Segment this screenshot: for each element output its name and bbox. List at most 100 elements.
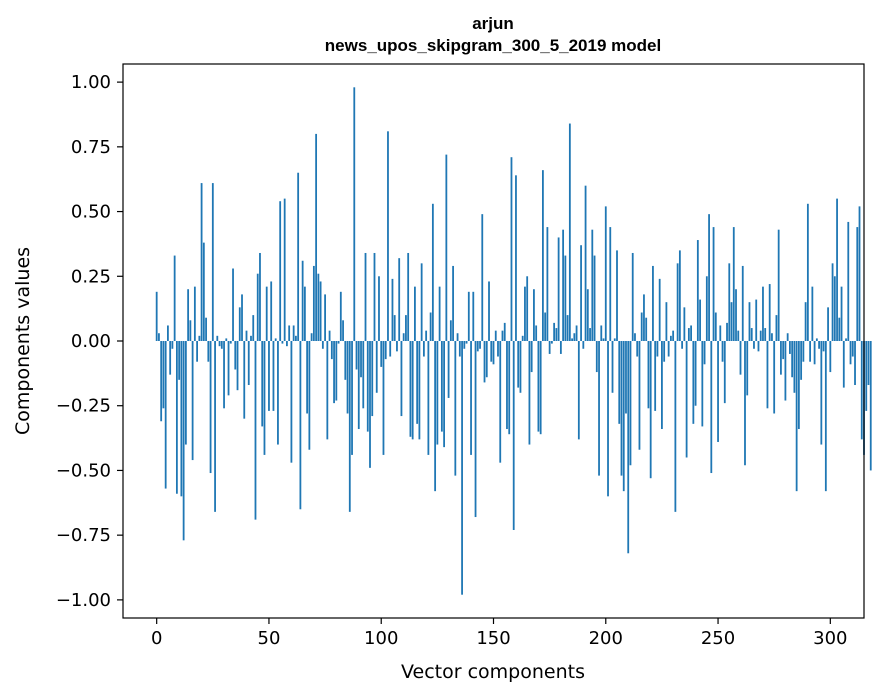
bar: [537, 341, 540, 432]
bar: [198, 335, 201, 341]
bar: [528, 341, 531, 445]
bar: [333, 341, 335, 404]
bar: [236, 341, 239, 391]
bar: [757, 341, 760, 352]
bar: [398, 258, 401, 341]
bar: [281, 341, 284, 344]
bar: [629, 341, 632, 466]
bar: [167, 325, 169, 341]
bar: [854, 341, 856, 386]
bar: [640, 312, 643, 341]
bar: [382, 341, 385, 455]
bar: [634, 333, 636, 341]
bar: [434, 341, 437, 492]
bar: [744, 341, 746, 466]
bar: [238, 307, 241, 341]
bar: [184, 341, 187, 445]
bar: [362, 341, 365, 409]
bar: [286, 341, 288, 347]
bar: [658, 278, 661, 341]
bar: [234, 341, 237, 370]
bar: [663, 341, 666, 362]
bar: [622, 341, 625, 492]
bar: [544, 312, 547, 341]
bar: [447, 341, 450, 398]
bar: [443, 341, 445, 448]
bar: [598, 341, 600, 476]
bar: [806, 203, 809, 341]
bar: [416, 341, 419, 424]
bar: [681, 341, 684, 349]
bar: [254, 341, 257, 520]
bar: [625, 341, 627, 414]
bar: [364, 252, 367, 341]
bar: [584, 185, 587, 341]
bar: [726, 322, 728, 341]
bar: [652, 265, 654, 341]
bar: [568, 123, 571, 341]
bar: [571, 338, 573, 341]
bar: [524, 286, 526, 341]
bar: [250, 335, 252, 341]
bar: [360, 341, 362, 378]
bar: [782, 341, 785, 360]
bar: [609, 227, 612, 341]
x-tick-label: 0: [151, 628, 162, 649]
bar: [458, 341, 461, 357]
bar: [533, 289, 535, 341]
bar: [564, 255, 567, 341]
bar: [694, 341, 697, 406]
bar: [328, 330, 331, 341]
bar: [840, 286, 843, 341]
bar: [550, 341, 553, 344]
bar: [366, 341, 369, 432]
bar: [618, 341, 621, 424]
bar: [483, 341, 486, 383]
bar: [288, 325, 291, 341]
bar: [479, 341, 481, 349]
bar: [173, 255, 176, 341]
bar: [420, 263, 423, 341]
y-tick-label: 0.50: [71, 202, 111, 223]
bar: [687, 328, 690, 341]
bar: [849, 341, 852, 365]
bar: [685, 341, 688, 458]
y-tick-label: −0.25: [56, 396, 111, 417]
bar: [225, 338, 228, 341]
bar: [613, 338, 616, 341]
bar: [481, 214, 484, 341]
bar: [600, 325, 603, 341]
bar: [559, 341, 562, 354]
y-tick-label: 0.75: [71, 137, 111, 158]
bar: [445, 154, 448, 341]
bar: [171, 341, 174, 349]
bar: [674, 341, 677, 512]
bar: [218, 341, 221, 347]
bar: [247, 341, 250, 386]
x-tick-label: 150: [476, 628, 510, 649]
bar: [373, 252, 376, 341]
bar: [692, 341, 695, 424]
bar: [342, 320, 344, 341]
bar: [223, 341, 225, 409]
bar: [202, 242, 205, 341]
bar: [303, 286, 306, 341]
bar: [809, 341, 812, 362]
bar: [187, 289, 190, 341]
bar: [867, 341, 870, 386]
bar: [739, 341, 742, 375]
bar: [553, 322, 556, 341]
bar: [308, 341, 311, 450]
bar: [582, 341, 585, 349]
bar: [762, 286, 764, 341]
bar: [162, 341, 165, 409]
bar: [721, 341, 724, 362]
bar: [180, 341, 183, 497]
bar: [573, 333, 576, 341]
bar: [824, 341, 827, 492]
bar: [232, 268, 234, 341]
bar: [497, 341, 499, 357]
bar: [216, 335, 219, 341]
bar: [546, 227, 549, 341]
bar: [470, 341, 472, 455]
